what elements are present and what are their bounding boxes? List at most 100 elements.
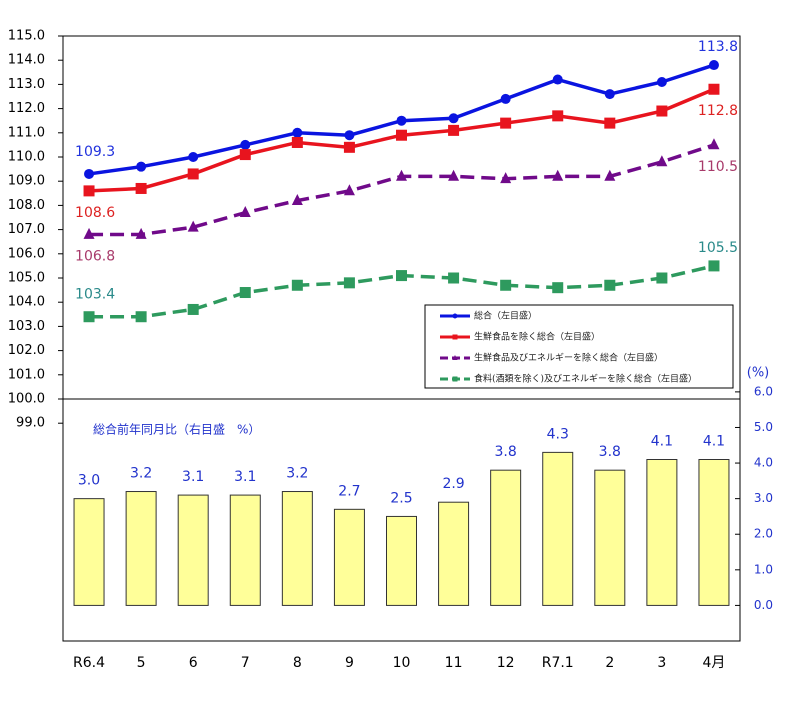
- bar-value-label: 2.7: [338, 483, 360, 499]
- y2-tick-label: 3.0: [754, 491, 773, 505]
- bar: [386, 515, 417, 606]
- line-marker: [552, 169, 564, 181]
- line-marker: [83, 185, 95, 197]
- x-tick-label: 11: [445, 655, 463, 671]
- y-tick-label: 101.0: [8, 367, 45, 382]
- legend-marker: [452, 376, 458, 382]
- legend-marker: [452, 313, 458, 319]
- y-tick-label: 114.0: [8, 53, 45, 68]
- data-label: 106.8: [75, 248, 115, 264]
- x-tick-label: 4月: [703, 655, 726, 671]
- y2-tick-label: 6.0: [754, 384, 773, 398]
- legend-label: 食料(酒類を除く)及びエネルギーを除く総合（左目盛）: [474, 373, 697, 385]
- line-marker: [708, 83, 720, 95]
- line-marker: [187, 303, 199, 315]
- data-label: 105.5: [698, 240, 738, 256]
- bar-value-label: 3.2: [130, 466, 152, 482]
- line-marker: [656, 272, 668, 284]
- line-marker: [708, 260, 720, 272]
- line-marker: [344, 130, 355, 141]
- bar: [229, 494, 261, 606]
- line-marker: [396, 115, 407, 126]
- bar: [542, 451, 574, 606]
- x-tick-label: 6: [189, 655, 198, 671]
- y2-tick-label: 4.0: [754, 456, 773, 470]
- data-label: 108.6: [75, 205, 115, 221]
- bar-value-label: 4.1: [651, 434, 673, 450]
- line-marker: [396, 129, 407, 141]
- line-marker: [708, 138, 720, 150]
- bar-value-label: 3.8: [599, 444, 621, 460]
- line-marker: [656, 76, 667, 87]
- line-marker: [188, 152, 199, 162]
- bar-value-label: 2.5: [390, 490, 412, 506]
- line-marker: [552, 74, 563, 85]
- bar-value-label: 3.8: [495, 444, 517, 460]
- y-tick-label: 111.0: [8, 125, 45, 140]
- y-tick-label: 112.0: [8, 101, 45, 116]
- y2-tick-label: 2.0: [754, 527, 773, 541]
- x-tick-label: R7.1: [542, 655, 574, 671]
- legend-label: 生鮮食品を除く総合（左目盛）: [474, 331, 600, 343]
- line-marker: [239, 206, 251, 218]
- line-marker: [239, 287, 251, 299]
- line-marker: [187, 220, 199, 232]
- y-tick-label: 106.0: [8, 246, 45, 261]
- line-marker: [84, 168, 95, 179]
- line-marker: [135, 311, 147, 323]
- line-marker: [500, 279, 512, 291]
- y-tick-label: 100.0: [8, 392, 45, 407]
- y-tick-label: 104.0: [8, 295, 45, 310]
- y-tick-label: 102.0: [8, 343, 45, 358]
- line-marker: [500, 93, 511, 104]
- line-marker: [135, 182, 147, 194]
- legend-marker: [452, 334, 458, 340]
- line-marker: [448, 272, 460, 284]
- y-tick-label: 110.0: [8, 150, 45, 165]
- line-marker: [83, 311, 95, 323]
- line-marker: [343, 184, 355, 196]
- line-marker: [552, 282, 564, 294]
- data-label: 103.4: [75, 287, 115, 303]
- bar-value-label: 4.3: [547, 426, 569, 442]
- bar-value-label: 4.1: [703, 434, 725, 450]
- line-marker: [448, 169, 460, 181]
- bar: [594, 469, 626, 606]
- bar: [333, 508, 365, 606]
- y-tick-label: 109.0: [8, 174, 45, 189]
- data-label: 113.8: [698, 39, 738, 55]
- line-marker: [396, 270, 407, 282]
- line-marker: [343, 141, 355, 153]
- line-marker: [291, 136, 303, 148]
- plot-frame: [62, 35, 741, 642]
- bar: [125, 491, 157, 606]
- legend-label: 総合（左目盛）: [474, 310, 537, 322]
- bar: [281, 491, 313, 606]
- bar: [646, 459, 678, 606]
- line-marker: [656, 105, 668, 117]
- x-tick-label: R6.4: [73, 655, 105, 671]
- line-marker: [135, 227, 147, 239]
- line-marker: [656, 155, 668, 167]
- line-marker: [448, 113, 459, 124]
- bar: [490, 469, 522, 606]
- bar: [698, 459, 730, 606]
- bar-value-label: 3.1: [182, 469, 204, 485]
- data-label: 109.3: [75, 144, 115, 160]
- line-marker: [83, 227, 95, 239]
- y-tick-label: 113.0: [8, 77, 45, 92]
- line-marker: [604, 169, 616, 181]
- x-tick-label: 9: [345, 655, 354, 671]
- x-tick-label: 5: [137, 655, 146, 671]
- line-marker: [292, 127, 303, 138]
- line-marker: [708, 60, 719, 71]
- y2-tick-label: 0.0: [754, 598, 773, 612]
- data-label: 110.5: [698, 159, 738, 175]
- y-tick-label: 108.0: [8, 198, 45, 213]
- y-tick-label: 107.0: [8, 222, 45, 237]
- bar-value-label: 3.0: [78, 473, 100, 489]
- bar-value-label: 2.9: [442, 476, 464, 492]
- bar: [438, 501, 470, 606]
- bar: [73, 498, 105, 606]
